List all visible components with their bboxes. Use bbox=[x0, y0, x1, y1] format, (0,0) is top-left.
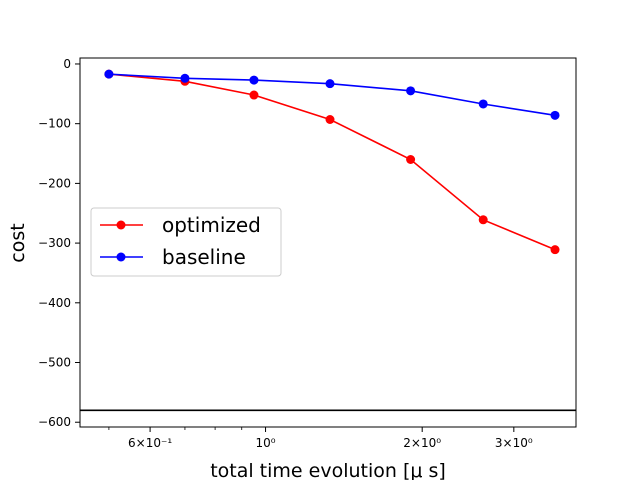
data-point-baseline bbox=[550, 110, 560, 120]
data-point-optimized bbox=[249, 90, 259, 100]
data-point-optimized bbox=[406, 155, 416, 165]
y-tick-label: −600 bbox=[38, 415, 71, 429]
data-point-baseline bbox=[180, 73, 190, 83]
data-point-optimized bbox=[550, 245, 560, 255]
x-tick-label: 10⁰ bbox=[255, 436, 275, 450]
data-point-optimized bbox=[325, 115, 335, 124]
x-tick-label: 2×10⁰ bbox=[403, 436, 441, 450]
y-tick-label: −400 bbox=[38, 296, 71, 310]
y-tick-label: −500 bbox=[38, 356, 71, 370]
data-point-optimized bbox=[478, 215, 488, 225]
y-tick-label: −300 bbox=[38, 236, 71, 250]
series-layer bbox=[104, 69, 560, 255]
legend-label-optimized: optimized bbox=[162, 213, 261, 237]
plot-frame bbox=[79, 57, 577, 428]
legend-label-baseline: baseline bbox=[162, 245, 246, 269]
data-point-baseline bbox=[104, 69, 114, 79]
x-axis-label: total time evolution [μ s] bbox=[210, 460, 446, 480]
legend-marker-baseline bbox=[116, 252, 126, 262]
x-tick-label: 6×10⁻¹ bbox=[128, 436, 172, 450]
legend: optimized baseline bbox=[90, 207, 282, 277]
y-tick-label: 0 bbox=[63, 57, 71, 71]
y-axis: 0 −100 −200 −300 −400 −500 −600 bbox=[38, 57, 80, 429]
data-point-baseline bbox=[325, 79, 335, 89]
y-tick-label: −200 bbox=[38, 176, 71, 190]
y-axis-label: cost bbox=[7, 223, 29, 262]
x-tick-label: 3×10⁰ bbox=[495, 436, 533, 450]
y-tick-label: −100 bbox=[38, 117, 71, 131]
data-point-baseline bbox=[406, 86, 416, 96]
x-axis: 6×10⁻¹ 10⁰ 2×10⁰ 3×10⁰ bbox=[108, 427, 533, 450]
data-point-baseline bbox=[478, 99, 488, 109]
data-point-baseline bbox=[249, 75, 259, 85]
legend-marker-optimized bbox=[116, 220, 126, 230]
